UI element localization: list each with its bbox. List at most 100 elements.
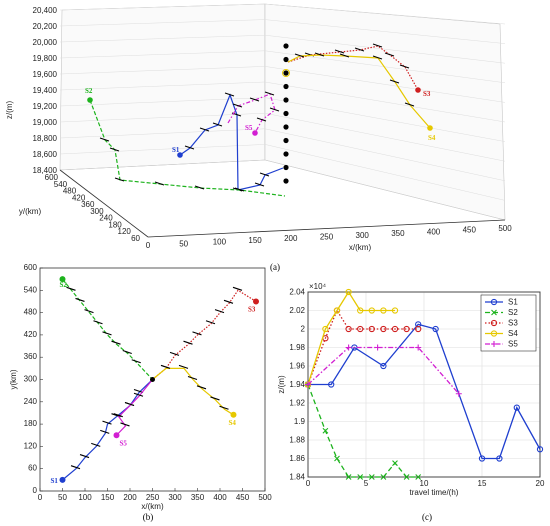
b-series-label-S4: S4 — [229, 419, 237, 427]
b-start-point-S2 — [59, 276, 66, 283]
a-y-tick-label: 120 — [118, 227, 132, 236]
c-point-S4 — [345, 288, 352, 296]
a-waypoint-marker — [384, 52, 395, 57]
c-point-S4 — [391, 307, 399, 314]
a-z-gridline — [59, 50, 506, 84]
b-waypoint-marker — [205, 320, 216, 325]
c-y-tick-label: 1.98 — [289, 343, 305, 352]
b-series-S5 — [116, 379, 153, 436]
b-waypoint-marker — [210, 396, 220, 401]
c-point-S3 — [403, 325, 410, 333]
c-legend-label-S5: S5 — [508, 340, 518, 349]
b-y-tick-label: 180 — [24, 419, 38, 428]
b-waypoint-marker — [133, 392, 144, 397]
c-point-S2 — [322, 427, 329, 434]
a-waypoint-marker — [389, 79, 400, 84]
c-x-tick-label: 15 — [478, 479, 487, 488]
c-point-S5 — [305, 381, 311, 388]
a-waypoint-marker — [249, 97, 260, 102]
a-start-point-S2 — [87, 97, 93, 103]
a-y-tick-label: 300 — [90, 207, 104, 216]
a-z-tick-label: 19,000 — [33, 118, 58, 127]
c-legend-marker-S5 — [491, 341, 497, 347]
b-waypoint-marker — [192, 331, 202, 336]
b-waypoint-marker — [113, 413, 123, 418]
a-x-tick-label: 150 — [248, 236, 262, 245]
a-waypoint-marker — [372, 43, 383, 48]
b-waypoint-marker — [75, 297, 85, 302]
a-z-tick-label: 20,400 — [33, 6, 58, 15]
c-point-S3 — [380, 325, 387, 333]
b-waypoint-marker — [122, 349, 132, 355]
a-z-gridline — [59, 3, 506, 25]
b-y-tick-label: 240 — [24, 397, 38, 406]
b-waypoint-marker — [91, 442, 101, 447]
b-start-point-S3 — [253, 298, 259, 305]
b-x-tick-label: 150 — [101, 493, 115, 502]
b-y-tick-label: 540 — [24, 285, 38, 294]
b-series-label-S3: S3 — [248, 305, 256, 313]
a-y-tick-label: 600 — [45, 173, 59, 182]
c-point-S4 — [368, 307, 375, 314]
a-meeting-point — [282, 69, 290, 77]
panel-c-altitude-vs-time: 0 5 10 15 20 1.84 1.86 1.88 1.9 1.92 1.94 1.96 1.98 2… — [277, 282, 545, 497]
c-point-S4 — [322, 325, 329, 333]
c-point-S3 — [368, 325, 375, 333]
c-series-line-S3 — [307, 309, 419, 385]
b-y-tick-label: 0 — [33, 486, 38, 495]
a-z-gridline — [59, 112, 506, 162]
b-series-S3 — [152, 289, 257, 380]
b-waypoint-marker — [102, 331, 112, 336]
b-waypoint-marker — [84, 309, 94, 314]
c-point-S1 — [415, 321, 422, 328]
b-x-tick-label: 350 — [191, 493, 205, 502]
a-waypoint-marker — [232, 103, 243, 108]
a-series-label-S4: S4 — [428, 134, 436, 142]
c-y-tick-label: 1.9 — [294, 417, 306, 426]
a-vertical-dot — [283, 151, 289, 157]
caption-a: (a) — [270, 262, 280, 272]
a-series-label-S3: S3 — [423, 90, 431, 98]
a-waypoint-marker — [259, 172, 270, 177]
b-waypoint-marker — [169, 351, 180, 356]
c-x-tick-label: 0 — [306, 479, 311, 488]
a-waypoint-marker — [404, 102, 415, 107]
b-waypoint-marker — [187, 375, 198, 381]
b-waypoint-marker — [120, 422, 130, 427]
c-point-S1 — [432, 325, 439, 333]
a-x-tick-label: 100 — [213, 238, 227, 247]
b-y-tick-label: 300 — [24, 375, 38, 384]
b-x-tick-label: 200 — [123, 493, 137, 502]
a-back-wall-right — [264, 3, 506, 221]
a-trajectory-S3 — [287, 45, 419, 91]
a-y-tick-label: 60 — [131, 234, 140, 243]
a-vertical-dot — [283, 110, 289, 117]
a-start-point-S1 — [177, 152, 183, 158]
a-vertical-dot — [283, 43, 289, 49]
a-waypoint-marker — [254, 182, 265, 187]
c-legend-box — [480, 294, 537, 352]
a-y-tick-label: 480 — [63, 187, 77, 196]
b-start-point-S1 — [59, 476, 66, 483]
c-point-S4 — [333, 307, 341, 314]
a-waypoint-marker — [339, 53, 350, 58]
b-waypoint-marker — [70, 465, 81, 470]
a-waypoint-marker — [372, 55, 383, 60]
c-point-S5 — [415, 344, 422, 351]
c-point-S3 — [391, 325, 399, 333]
c-x-tick-label: 10 — [420, 479, 429, 488]
c-y-axis-label: z/(m) — [277, 375, 286, 394]
c-point-S2 — [415, 474, 422, 480]
b-start-point-S5 — [113, 432, 120, 439]
b-waypoint-marker — [214, 309, 225, 314]
a-waypoint-marker — [256, 117, 267, 122]
c-point-S1 — [328, 381, 335, 388]
a-z-tick-label: 20,000 — [33, 38, 58, 47]
a-z-tick-label: 18,600 — [33, 150, 58, 159]
a-waypoint-marker — [314, 52, 325, 57]
a-x-tick-label: 300 — [356, 231, 370, 240]
a-start-point-S3 — [415, 87, 421, 93]
a-z-gridline — [59, 97, 506, 142]
c-y-tick-label: 1.86 — [289, 454, 305, 463]
